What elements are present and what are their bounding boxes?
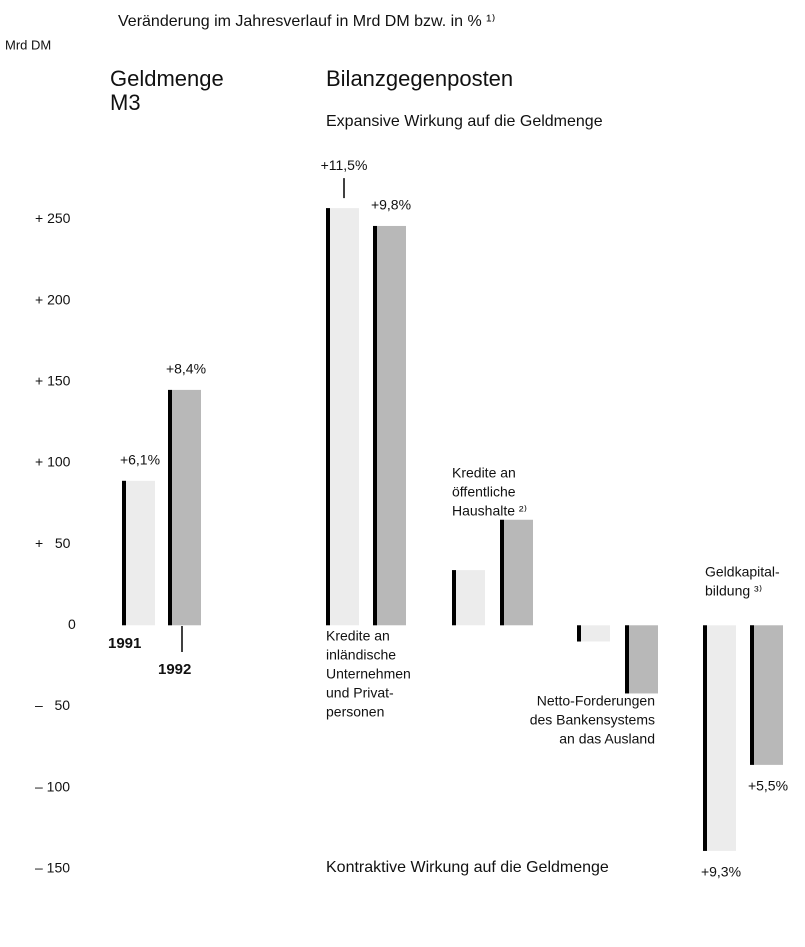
- rate-label: +8,4%: [166, 361, 206, 377]
- category-label: M3: [110, 90, 141, 115]
- bar-edge: [326, 208, 330, 626]
- y-tick-label: – 100: [35, 778, 70, 794]
- y-tick-label: + 50: [35, 535, 71, 551]
- category-label: Kredite an: [452, 465, 516, 481]
- y-tick-label: + 100: [35, 454, 71, 470]
- category-label: und Privat-: [326, 685, 394, 701]
- y-tick-label: – 150: [35, 859, 70, 875]
- bar: [452, 570, 485, 626]
- category-label: des Bankensystems: [530, 712, 655, 728]
- y-tick-label: 0: [68, 616, 76, 632]
- bar-edge: [373, 225, 377, 626]
- category-label: personen: [326, 704, 384, 720]
- y-tick-label: + 150: [35, 372, 71, 388]
- legend-label: 1991: [108, 635, 141, 652]
- rate-label: +6,1%: [120, 452, 160, 468]
- bar: [625, 625, 658, 694]
- category-label: Geldmenge: [110, 66, 224, 91]
- chart-title: Veränderung im Jahresverlauf in Mrd DM b…: [118, 13, 495, 30]
- category-label: Netto-Forderungen: [537, 693, 655, 709]
- legend-label: 1992: [158, 661, 191, 678]
- category-label: Haushalte ²⁾: [452, 503, 527, 519]
- rate-label: +9,3%: [701, 864, 741, 880]
- bar: [168, 389, 201, 626]
- rate-label: +11,5%: [321, 157, 368, 173]
- bar-edge: [452, 570, 456, 626]
- y-axis-label: Mrd DM: [5, 37, 51, 52]
- y-tick-label: + 250: [35, 210, 71, 226]
- bar: [577, 625, 610, 642]
- bar-edge: [168, 389, 172, 626]
- annotation: Expansive Wirkung auf die Geldmenge: [326, 113, 603, 130]
- category-label: bildung ³⁾: [705, 583, 762, 599]
- bar: [122, 480, 155, 626]
- bar: [326, 208, 359, 626]
- category-label: an das Ausland: [559, 731, 655, 747]
- category-label: Geldkapital-: [705, 564, 780, 580]
- bar-edge: [122, 480, 126, 626]
- group-heading: Bilanzgegenposten: [326, 66, 513, 91]
- bar-edge: [703, 625, 707, 851]
- category-label: inländische: [326, 647, 396, 663]
- bar-edge: [625, 625, 629, 694]
- category-label: öffentliche: [452, 484, 516, 500]
- bar-edge: [577, 625, 581, 642]
- bar: [500, 519, 533, 626]
- y-tick-label: + 200: [35, 291, 71, 307]
- y-tick-label: – 50: [35, 697, 70, 713]
- annotation: Kontraktive Wirkung auf die Geldmenge: [326, 859, 609, 876]
- category-label: Kredite an: [326, 628, 390, 644]
- rate-label: +9,8%: [371, 197, 411, 213]
- bar-edge: [500, 519, 504, 626]
- category-label: Unternehmen: [326, 666, 411, 682]
- bar-edge: [750, 625, 754, 765]
- bar: [373, 225, 406, 626]
- rate-label: +5,5%: [748, 778, 788, 794]
- bar: [750, 625, 783, 765]
- bar: [703, 625, 736, 851]
